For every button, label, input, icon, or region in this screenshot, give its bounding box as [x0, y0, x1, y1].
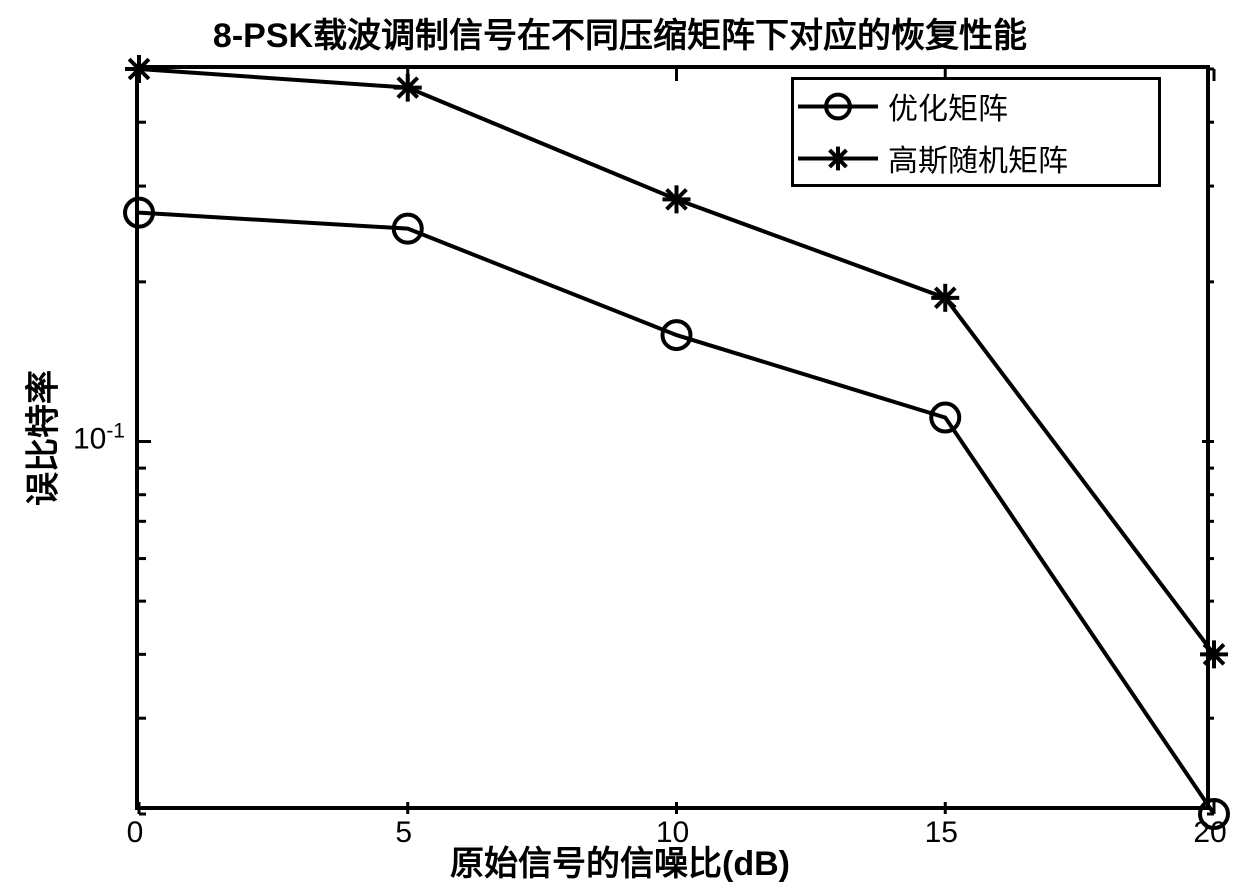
y-tick-label: 10-1	[73, 419, 125, 456]
x-tick-label: 20	[1193, 816, 1226, 850]
y-axis-label: 误比特率	[16, 370, 65, 506]
x-tick-label: 15	[925, 816, 958, 850]
legend-row: 优化矩阵	[794, 80, 1158, 132]
legend: 优化矩阵高斯随机矩阵	[791, 77, 1161, 187]
legend-label: 优化矩阵	[882, 84, 1016, 128]
legend-row: 高斯随机矩阵	[794, 132, 1158, 184]
chart-wrapper: 8-PSK载波调制信号在不同压缩矩阵下对应的恢复性能 误比特率 原始信号的信噪比…	[0, 0, 1240, 891]
plot-area: 优化矩阵高斯随机矩阵	[135, 65, 1210, 810]
marker-asterisk	[663, 185, 691, 213]
x-tick-label: 10	[656, 816, 689, 850]
x-axis-label: 原始信号的信噪比(dB)	[0, 836, 1240, 885]
series-line-opt	[139, 213, 1214, 814]
marker-asterisk	[125, 55, 153, 83]
marker-asterisk	[826, 146, 850, 170]
chart-title: 8-PSK载波调制信号在不同压缩矩阵下对应的恢复性能	[0, 8, 1240, 57]
legend-sample	[794, 132, 882, 184]
x-tick-label: 5	[395, 816, 412, 850]
marker-asterisk	[1200, 640, 1228, 668]
legend-label: 高斯随机矩阵	[882, 136, 1076, 180]
x-tick-label: 0	[127, 816, 144, 850]
marker-asterisk	[394, 74, 422, 102]
legend-sample	[794, 80, 882, 132]
marker-asterisk	[931, 284, 959, 312]
